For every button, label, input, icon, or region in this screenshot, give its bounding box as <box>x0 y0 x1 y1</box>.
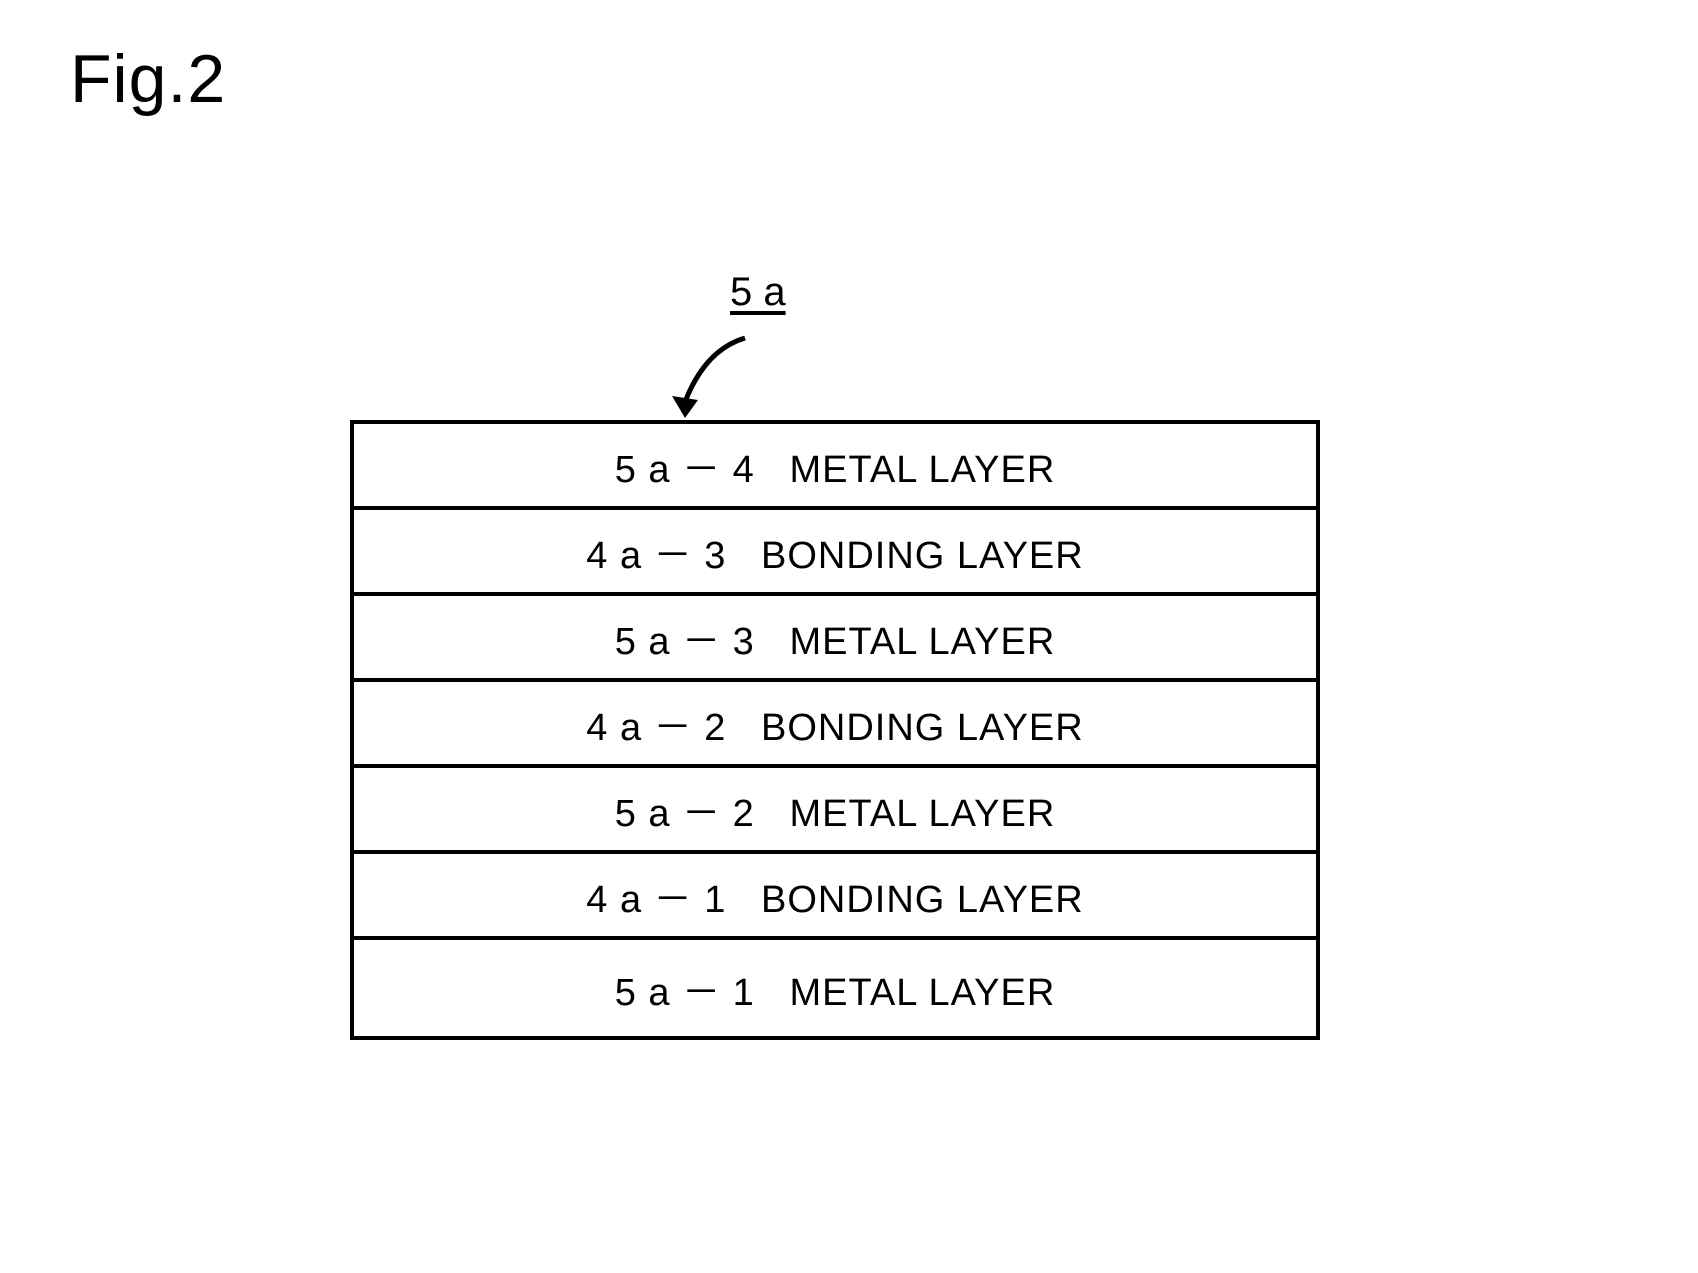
layer-label: 5 a － 1 METAL LAYER <box>615 961 1056 1016</box>
layer-label: 5 a － 2 METAL LAYER <box>615 782 1056 837</box>
figure-title: Fig.2 <box>70 40 226 118</box>
layer-row: 4 a － 1 BONDING LAYER <box>354 854 1316 940</box>
layer-label: 5 a － 3 METAL LAYER <box>615 610 1056 665</box>
layer-row: 5 a － 4 METAL LAYER <box>354 424 1316 510</box>
layer-row: 5 a － 1 METAL LAYER <box>354 940 1316 1040</box>
layer-stack: 5 a － 4 METAL LAYER 4 a － 3 BONDING LAYER… <box>350 420 1320 1040</box>
layer-row: 5 a － 2 METAL LAYER <box>354 768 1316 854</box>
arrow-icon <box>660 330 760 420</box>
layer-row: 5 a － 3 METAL LAYER <box>354 596 1316 682</box>
assembly-reference-label: 5 a <box>730 270 786 315</box>
layer-label: 4 a － 3 BONDING LAYER <box>586 524 1083 579</box>
layer-label: 4 a － 1 BONDING LAYER <box>586 868 1083 923</box>
layer-row: 4 a － 3 BONDING LAYER <box>354 510 1316 596</box>
layer-label: 5 a － 4 METAL LAYER <box>615 438 1056 493</box>
layer-label: 4 a － 2 BONDING LAYER <box>586 696 1083 751</box>
assembly-arrow <box>660 330 760 420</box>
layer-row: 4 a － 2 BONDING LAYER <box>354 682 1316 768</box>
